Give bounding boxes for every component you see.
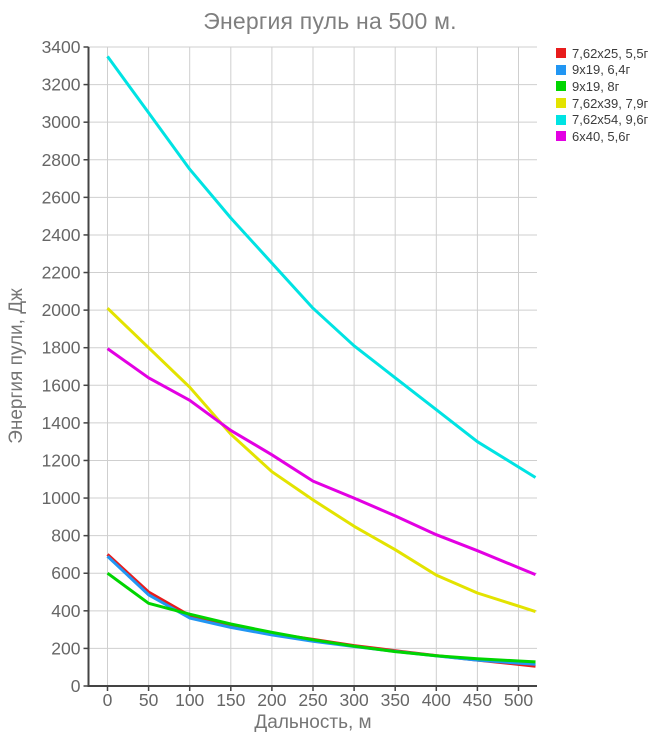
legend-swatch-icon xyxy=(556,81,566,92)
legend-item-4: 7,62x54, 9,6г xyxy=(556,111,648,128)
legend-item-1: 9x19, 6,4г xyxy=(556,62,648,79)
legend-label: 7,62x54, 9,6г xyxy=(572,112,649,128)
y-tick-label: 2800 xyxy=(42,150,81,170)
x-tick-label: 0 xyxy=(103,690,113,710)
y-tick-label: 2200 xyxy=(42,263,81,283)
y-tick-label: 3400 xyxy=(42,37,81,57)
legend-label: 7,62x39, 7,9г xyxy=(572,95,649,111)
y-tick-label: 1800 xyxy=(42,338,81,358)
y-tick-label: 1400 xyxy=(42,413,81,433)
y-tick-label: 200 xyxy=(51,638,80,658)
legend-swatch-icon xyxy=(556,64,566,75)
x-tick-label: 100 xyxy=(175,690,204,710)
y-tick-label: 1200 xyxy=(42,450,81,470)
legend-item-3: 7,62x39, 7,9г xyxy=(556,95,648,112)
y-tick-label: 800 xyxy=(51,526,80,546)
y-tick-label: 2600 xyxy=(42,187,81,207)
y-tick-label: 1000 xyxy=(42,488,81,508)
x-tick-label: 150 xyxy=(216,690,245,710)
legend-swatch-icon xyxy=(556,98,566,109)
y-tick-label: 400 xyxy=(51,601,80,621)
series-line-3 xyxy=(106,307,536,614)
chart-title: Энергия пуль на 500 м. xyxy=(203,8,457,34)
y-tick-label: 600 xyxy=(51,563,80,583)
x-tick-label: 200 xyxy=(257,690,286,710)
x-tick-label: 250 xyxy=(298,690,327,710)
series-line-4 xyxy=(106,55,537,479)
y-tick-label: 2400 xyxy=(42,225,81,245)
legend-swatch-icon xyxy=(556,114,566,125)
legend-item-2: 9x19, 8г xyxy=(556,78,648,95)
x-tick-label: 400 xyxy=(422,690,451,710)
legend: 7,62x25, 5,5г 9x19, 6,4г 9x19, 8г 7,62x39, … xyxy=(556,45,648,145)
series-line-5 xyxy=(106,347,537,576)
y-tick-label: 1600 xyxy=(42,375,81,395)
y-tick-label: 3200 xyxy=(42,75,81,95)
legend-item-5: 6x40, 5,6г xyxy=(556,128,648,145)
x-tick-label: 450 xyxy=(463,690,492,710)
x-tick-label: 50 xyxy=(139,690,159,710)
y-tick-label: 3000 xyxy=(42,112,81,132)
legend-label: 9x19, 6,4г xyxy=(572,62,631,78)
legend-swatch-icon xyxy=(556,131,566,142)
x-axis-title: Дальность, м xyxy=(254,712,372,733)
legend-swatch-icon xyxy=(556,48,566,59)
x-tick-label: 500 xyxy=(504,690,533,710)
legend-item-0: 7,62x25, 5,5г xyxy=(556,45,648,62)
x-tick-label: 350 xyxy=(381,690,410,710)
legend-label: 9x19, 8г xyxy=(572,78,620,94)
series-line-2 xyxy=(106,571,536,664)
x-tick-label: 300 xyxy=(339,690,368,710)
legend-label: 7,62x25, 5,5г xyxy=(572,45,649,61)
y-tick-label: 2000 xyxy=(42,300,81,320)
y-tick-label: 0 xyxy=(71,676,81,696)
legend-label: 6x40, 5,6г xyxy=(572,128,631,144)
